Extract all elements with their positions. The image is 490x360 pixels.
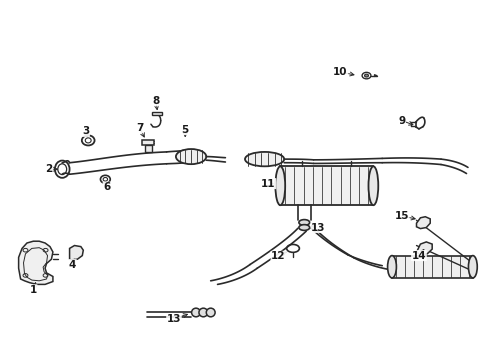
Text: 9: 9 xyxy=(398,116,405,126)
Ellipse shape xyxy=(199,308,208,317)
Ellipse shape xyxy=(192,308,200,317)
Polygon shape xyxy=(19,241,53,284)
Ellipse shape xyxy=(365,74,368,77)
Polygon shape xyxy=(280,166,373,205)
Ellipse shape xyxy=(299,225,310,230)
Polygon shape xyxy=(152,112,162,115)
Text: 5: 5 xyxy=(182,125,189,135)
Text: 8: 8 xyxy=(152,96,159,106)
Polygon shape xyxy=(392,256,473,278)
Text: 1: 1 xyxy=(30,285,37,295)
Text: 15: 15 xyxy=(394,211,409,221)
Text: 13: 13 xyxy=(311,222,326,233)
Text: 11: 11 xyxy=(261,179,276,189)
Ellipse shape xyxy=(388,256,396,278)
Text: 7: 7 xyxy=(136,123,144,133)
Text: 14: 14 xyxy=(412,251,426,261)
Text: 3: 3 xyxy=(82,126,89,136)
Polygon shape xyxy=(70,246,83,260)
Polygon shape xyxy=(142,140,154,145)
Ellipse shape xyxy=(275,166,285,205)
Ellipse shape xyxy=(245,152,284,166)
Polygon shape xyxy=(416,217,430,229)
Text: 13: 13 xyxy=(167,314,181,324)
Text: 2: 2 xyxy=(46,164,52,174)
Polygon shape xyxy=(145,145,152,152)
Ellipse shape xyxy=(206,308,215,317)
Text: 10: 10 xyxy=(333,67,348,77)
Ellipse shape xyxy=(299,220,310,225)
Ellipse shape xyxy=(368,166,378,205)
Ellipse shape xyxy=(176,149,206,164)
Text: 4: 4 xyxy=(69,260,76,270)
Polygon shape xyxy=(416,242,432,255)
Text: 12: 12 xyxy=(271,251,286,261)
Polygon shape xyxy=(374,75,377,77)
Text: 6: 6 xyxy=(103,182,110,192)
Ellipse shape xyxy=(468,256,477,278)
